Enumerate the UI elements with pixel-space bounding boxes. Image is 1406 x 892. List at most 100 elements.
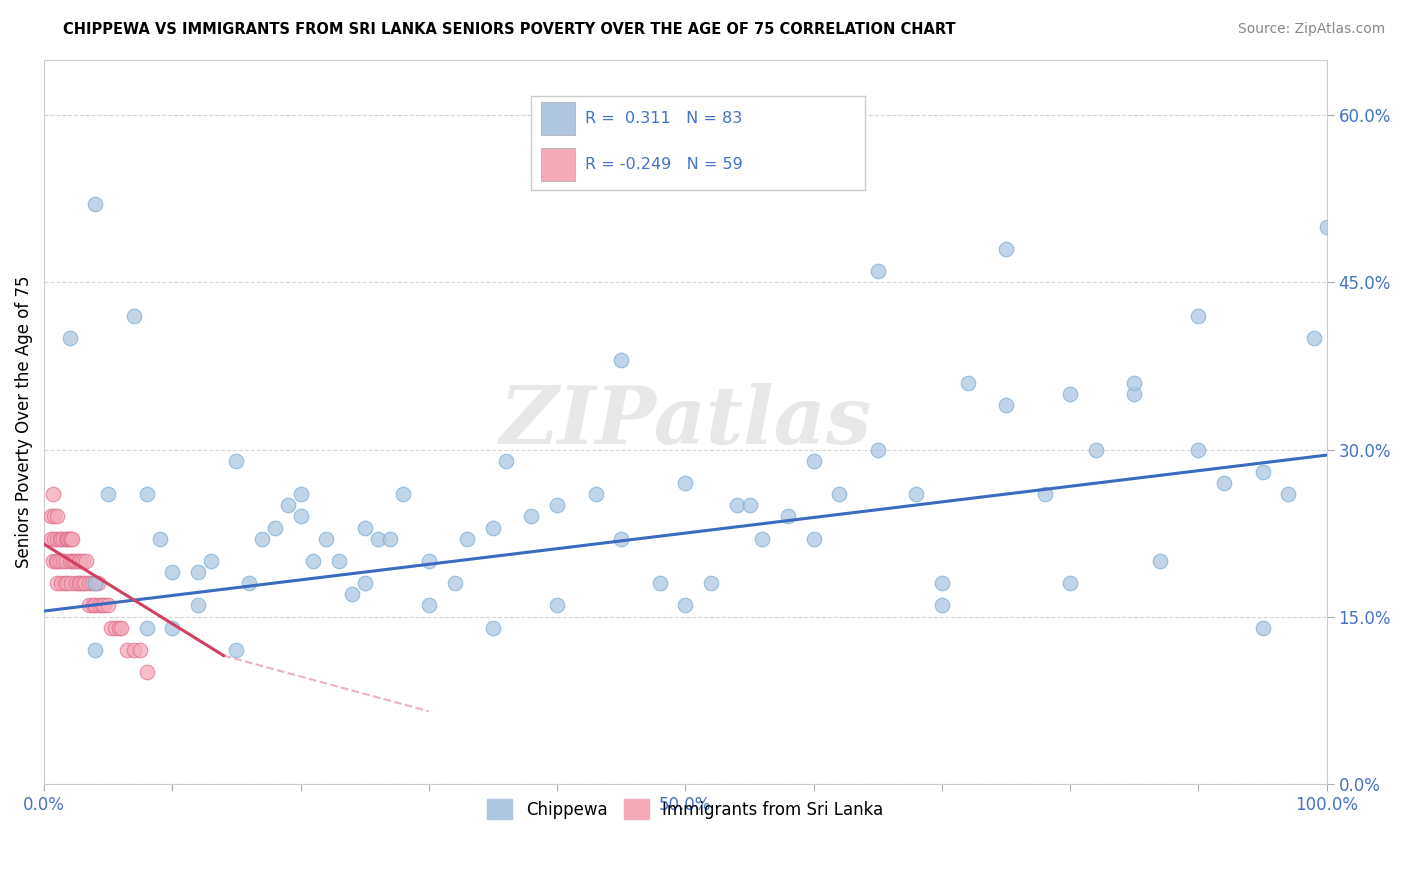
Point (1059, 386, 1081, 401)
Point (482, 621, 505, 635)
Point (495, 453, 517, 467)
Point (107, 621, 129, 635)
Point (1316, 219, 1339, 234)
Point (520, 509, 543, 524)
Point (65, 554, 87, 568)
Point (738, 498, 761, 512)
Point (84, 197, 107, 211)
Point (1123, 386, 1146, 401)
Point (956, 376, 979, 390)
Point (58, 532, 80, 546)
Point (1251, 465, 1274, 479)
Point (84, 643, 107, 657)
Point (482, 520, 505, 534)
Point (45, 554, 67, 568)
Point (60, 532, 83, 546)
Point (1149, 554, 1171, 568)
Point (135, 621, 157, 635)
Point (65, 576, 87, 591)
Point (277, 498, 299, 512)
Point (48, 554, 70, 568)
Point (995, 398, 1018, 412)
Point (367, 532, 389, 546)
Point (803, 453, 825, 467)
Point (1187, 442, 1209, 457)
Point (353, 576, 375, 591)
Point (122, 643, 145, 657)
Point (700, 576, 723, 591)
Point (148, 532, 170, 546)
Point (56, 532, 79, 546)
Point (52, 554, 75, 568)
Legend: Chippewa, Immigrants from Sri Lanka: Chippewa, Immigrants from Sri Lanka (481, 792, 890, 826)
Point (648, 576, 671, 591)
Point (44, 532, 66, 546)
Point (225, 643, 247, 657)
Point (392, 487, 415, 501)
Point (418, 554, 440, 568)
Point (49, 532, 72, 546)
Point (104, 621, 127, 635)
Point (45, 532, 67, 546)
Point (866, 264, 889, 278)
Point (905, 487, 928, 501)
Point (129, 643, 152, 657)
Point (751, 532, 773, 546)
Point (443, 576, 465, 591)
Point (89, 599, 111, 613)
Point (290, 509, 312, 524)
Point (610, 353, 633, 368)
Point (55, 532, 77, 546)
Point (135, 665, 157, 680)
Point (67, 554, 90, 568)
Point (238, 576, 260, 591)
Point (69, 554, 91, 568)
Point (546, 498, 568, 512)
Point (84, 576, 107, 591)
Point (93, 599, 115, 613)
Point (1059, 576, 1081, 591)
Text: CHIPPEWA VS IMMIGRANTS FROM SRI LANKA SENIORS POVERTY OVER THE AGE OF 75 CORRELA: CHIPPEWA VS IMMIGRANTS FROM SRI LANKA SE… (63, 22, 956, 37)
Point (90, 599, 112, 613)
Point (264, 520, 287, 534)
Point (225, 453, 247, 467)
Point (55, 554, 77, 568)
Point (1033, 487, 1056, 501)
Point (67, 576, 90, 591)
Point (187, 565, 209, 579)
Point (673, 475, 696, 490)
Point (52, 532, 75, 546)
Point (56, 576, 79, 591)
Point (931, 576, 953, 591)
Point (866, 442, 889, 457)
Point (75, 554, 97, 568)
Point (200, 554, 222, 568)
Point (931, 599, 953, 613)
Point (803, 532, 825, 546)
Point (44, 509, 66, 524)
Point (250, 532, 273, 546)
Point (69, 576, 91, 591)
Point (380, 532, 402, 546)
Point (1187, 309, 1209, 323)
Point (187, 599, 209, 613)
Point (117, 643, 139, 657)
Point (1084, 442, 1107, 457)
Point (84, 576, 107, 591)
Y-axis label: Seniors Poverty Over the Age of 75: Seniors Poverty Over the Age of 75 (15, 276, 32, 568)
Text: Source: ZipAtlas.com: Source: ZipAtlas.com (1237, 22, 1385, 37)
Point (72, 576, 94, 591)
Point (42, 554, 65, 568)
Point (122, 309, 145, 323)
Point (59, 554, 82, 568)
Point (100, 621, 122, 635)
Point (328, 554, 350, 568)
Point (776, 509, 799, 524)
Point (59, 331, 82, 345)
Point (418, 599, 440, 613)
Point (610, 532, 633, 546)
Point (290, 487, 312, 501)
Point (585, 487, 607, 501)
Point (1213, 475, 1236, 490)
Point (60, 554, 83, 568)
